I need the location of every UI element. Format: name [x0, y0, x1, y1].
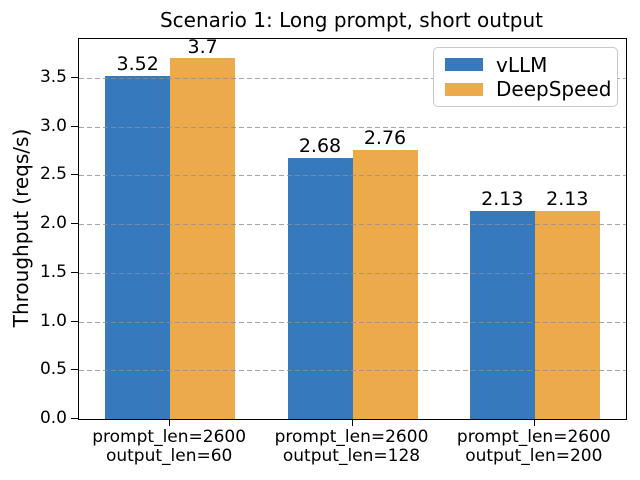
y-tick-label: 0.0 — [39, 408, 67, 428]
y-tick-mark — [71, 76, 78, 78]
bar-vllm — [105, 76, 171, 419]
y-tick-mark — [71, 418, 78, 419]
x-tick-label: prompt_len=2600 output_len=60 — [92, 427, 247, 466]
gridline — [79, 272, 626, 274]
gridline — [79, 370, 626, 372]
x-tick-mark — [533, 419, 535, 426]
y-tick-mark — [71, 369, 78, 371]
x-tick-label: prompt_len=2600 output_len=200 — [456, 427, 611, 466]
legend-item-deepspeed: DeepSpeed — [445, 77, 611, 101]
y-tick-mark — [71, 271, 78, 273]
bar-value-label: 2.68 — [298, 134, 342, 157]
legend-item-vllm: vLLM — [445, 53, 606, 77]
bar-value-label: 3.7 — [187, 35, 218, 58]
y-tick-label: 3.5 — [39, 66, 67, 87]
x-tick-label: prompt_len=2600 output_len=128 — [274, 427, 429, 466]
gridline — [79, 224, 626, 226]
y-tick-mark — [71, 320, 78, 322]
legend-label-vllm: vLLM — [496, 52, 548, 77]
legend-swatch-deepspeed — [445, 82, 483, 96]
y-tick-label: 1.0 — [39, 310, 67, 331]
gridline — [79, 321, 626, 323]
bar-vllm — [287, 157, 353, 419]
bar-deepspeed — [352, 150, 418, 419]
bar-deepspeed — [170, 58, 236, 419]
chart-title: Scenario 1: Long prompt, short output — [159, 8, 544, 32]
y-tick-label: 2.0 — [39, 213, 67, 234]
bar-value-label: 2.13 — [481, 188, 524, 211]
y-tick-mark — [71, 125, 78, 127]
gridline — [79, 175, 626, 177]
x-tick-mark — [169, 419, 171, 426]
y-tick-label: 2.5 — [39, 164, 67, 185]
gridline — [79, 77, 626, 79]
y-tick-label: 1.5 — [39, 261, 67, 282]
x-tick-mark — [351, 419, 353, 426]
legend: vLLM DeepSpeed — [433, 47, 618, 107]
y-tick-mark — [71, 223, 78, 225]
y-tick-label: 0.5 — [39, 359, 67, 380]
legend-label-deepspeed: DeepSpeed — [496, 77, 612, 102]
gridline — [79, 126, 626, 128]
y-tick-mark — [71, 174, 78, 176]
bar-value-label: 2.76 — [363, 127, 407, 150]
bar-deepspeed — [534, 211, 600, 419]
bar-vllm — [469, 211, 535, 419]
legend-swatch-vllm — [445, 58, 483, 72]
bar-value-label: 2.13 — [546, 188, 589, 211]
bar-value-label: 3.52 — [116, 53, 159, 76]
y-tick-label: 3.0 — [39, 115, 67, 136]
